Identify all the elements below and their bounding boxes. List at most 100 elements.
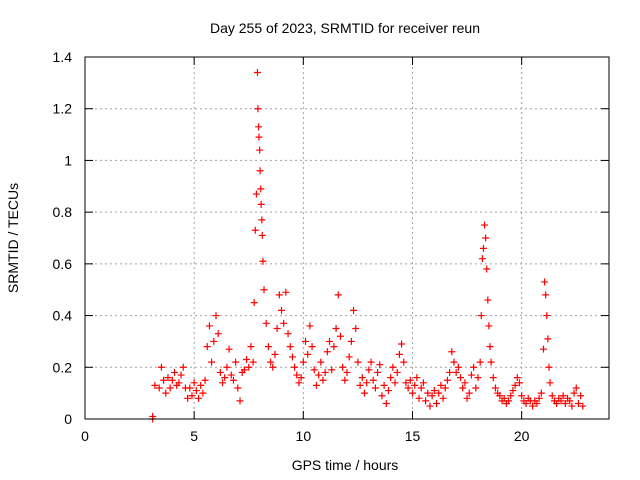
data-point xyxy=(404,384,412,392)
data-point xyxy=(496,392,504,400)
data-point xyxy=(459,384,467,392)
data-point xyxy=(278,306,285,314)
data-point xyxy=(387,374,395,382)
data-point xyxy=(363,379,371,387)
data-point xyxy=(254,105,262,113)
x-tick-label: 10 xyxy=(296,428,312,444)
data-point xyxy=(477,312,485,320)
data-point xyxy=(175,379,183,387)
data-point xyxy=(382,399,390,407)
data-point xyxy=(255,123,263,131)
data-points xyxy=(149,69,587,423)
data-point xyxy=(371,384,379,392)
grid-lines xyxy=(85,57,609,419)
data-point xyxy=(443,376,451,384)
data-point xyxy=(369,376,377,384)
data-point xyxy=(275,291,283,299)
data-point xyxy=(280,319,288,327)
data-point xyxy=(267,358,275,366)
data-point xyxy=(157,363,165,371)
data-point xyxy=(352,325,360,332)
data-point xyxy=(470,363,478,371)
data-point xyxy=(454,363,462,371)
data-point xyxy=(413,374,421,382)
y-tick-label: 1.4 xyxy=(53,49,73,65)
data-point xyxy=(252,190,260,198)
data-point xyxy=(482,234,490,242)
plot-frame xyxy=(84,56,610,420)
data-point xyxy=(271,350,279,358)
data-point xyxy=(481,221,489,229)
data-point xyxy=(378,392,386,400)
data-point xyxy=(258,231,266,239)
data-point xyxy=(245,363,253,371)
data-point xyxy=(259,257,267,265)
data-point xyxy=(541,278,549,286)
data-point xyxy=(546,379,554,387)
data-point xyxy=(282,288,290,296)
data-point xyxy=(561,399,569,407)
data-point xyxy=(507,392,515,400)
data-point xyxy=(500,394,508,402)
data-point xyxy=(446,368,454,376)
data-point xyxy=(166,384,174,392)
data-point xyxy=(319,376,327,384)
data-point xyxy=(461,379,469,387)
data-point xyxy=(465,389,473,397)
data-point xyxy=(437,381,445,389)
data-point xyxy=(395,350,403,358)
data-point xyxy=(219,379,227,387)
data-point xyxy=(398,340,406,348)
data-point xyxy=(518,392,526,400)
data-point xyxy=(484,296,492,304)
data-point xyxy=(162,389,170,397)
y-tick-label: 0.8 xyxy=(53,204,73,220)
data-point xyxy=(356,381,364,389)
data-point xyxy=(354,358,362,366)
data-point xyxy=(260,286,268,294)
data-point xyxy=(476,358,484,366)
data-point xyxy=(579,402,587,410)
data-point xyxy=(535,394,543,402)
data-point xyxy=(306,322,314,330)
data-point xyxy=(452,368,460,376)
data-point xyxy=(284,330,292,338)
data-point xyxy=(433,399,441,407)
x-tick-label: 20 xyxy=(514,428,530,444)
data-point xyxy=(537,389,545,397)
data-point xyxy=(543,312,551,320)
data-point xyxy=(256,167,264,175)
data-point xyxy=(489,374,497,382)
data-point xyxy=(343,368,351,376)
data-point xyxy=(236,397,244,405)
data-point xyxy=(411,381,419,389)
x-tick-label: 15 xyxy=(405,428,421,444)
data-point xyxy=(513,374,521,382)
data-point xyxy=(435,389,443,397)
data-point xyxy=(321,368,329,376)
data-point xyxy=(251,226,259,234)
data-point xyxy=(336,332,344,340)
data-point xyxy=(155,384,163,392)
data-point xyxy=(345,353,353,361)
data-point xyxy=(164,374,172,382)
data-point xyxy=(160,376,168,384)
data-point xyxy=(232,358,240,366)
data-point xyxy=(441,384,449,392)
data-point xyxy=(195,394,203,402)
data-point xyxy=(472,384,480,392)
data-point xyxy=(483,265,491,273)
data-point xyxy=(577,392,585,400)
data-point xyxy=(190,379,198,387)
data-point xyxy=(570,389,578,397)
data-point xyxy=(188,392,196,400)
data-point xyxy=(295,379,303,387)
data-point xyxy=(186,384,194,392)
data-point xyxy=(258,216,266,224)
data-point xyxy=(291,363,299,371)
data-point xyxy=(302,337,310,345)
data-point xyxy=(380,381,388,389)
data-point xyxy=(391,379,399,387)
data-point xyxy=(168,376,176,384)
